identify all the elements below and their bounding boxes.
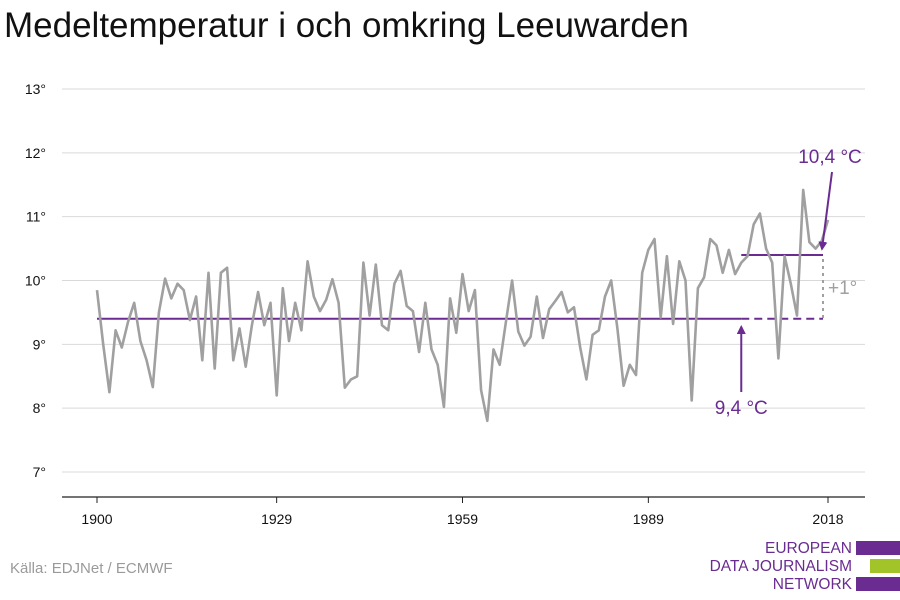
y-tick-label: 12°: [25, 145, 46, 161]
baseline-label: 9,4 °C: [715, 398, 768, 419]
delta-label: +1°: [828, 278, 857, 299]
x-tick-label: 2018: [812, 511, 843, 527]
y-tick-label: 11°: [26, 209, 46, 225]
gridlines: [62, 88, 865, 473]
logo-line-1: EUROPEAN: [765, 540, 852, 557]
x-tick-label: 1959: [447, 511, 478, 527]
recent-label: 10,4 °C: [798, 147, 862, 168]
y-tick-label: 7°: [33, 464, 46, 480]
chart-title: Medeltemperatur i och omkring Leeuwarden: [4, 6, 689, 45]
x-tick-label: 1989: [633, 511, 664, 527]
logo-line-2: DATA JOURNALISM: [709, 558, 852, 575]
logo-bar-2: [870, 559, 900, 573]
x-tick-label: 1929: [261, 511, 292, 527]
logo-bar-3: [856, 577, 900, 591]
temperature-series-line: [95, 188, 830, 423]
series-layer: [95, 188, 830, 423]
logo-line-3: NETWORK: [772, 576, 852, 593]
recent-arrow: [818, 171, 833, 251]
y-tick-label: 8°: [33, 400, 46, 416]
y-tick-label: 13°: [25, 81, 46, 97]
edjnet-logo: EUROPEAN DATA JOURNALISM NETWORK: [700, 538, 900, 598]
x-axis: 1900 1929 1959 1989 2018: [62, 496, 865, 527]
y-axis: 7° 8° 9° 10° 11° 12° 13°: [25, 81, 46, 480]
y-tick-label: 10°: [25, 273, 46, 289]
x-tick-label: 1900: [81, 511, 112, 527]
logo-bar-1: [856, 541, 900, 555]
y-tick-label: 9°: [33, 336, 46, 352]
annotations: +1° 9,4 °C 10,4 °C: [715, 147, 862, 419]
source-note: Källa: EDJNet / ECMWF: [10, 560, 173, 577]
